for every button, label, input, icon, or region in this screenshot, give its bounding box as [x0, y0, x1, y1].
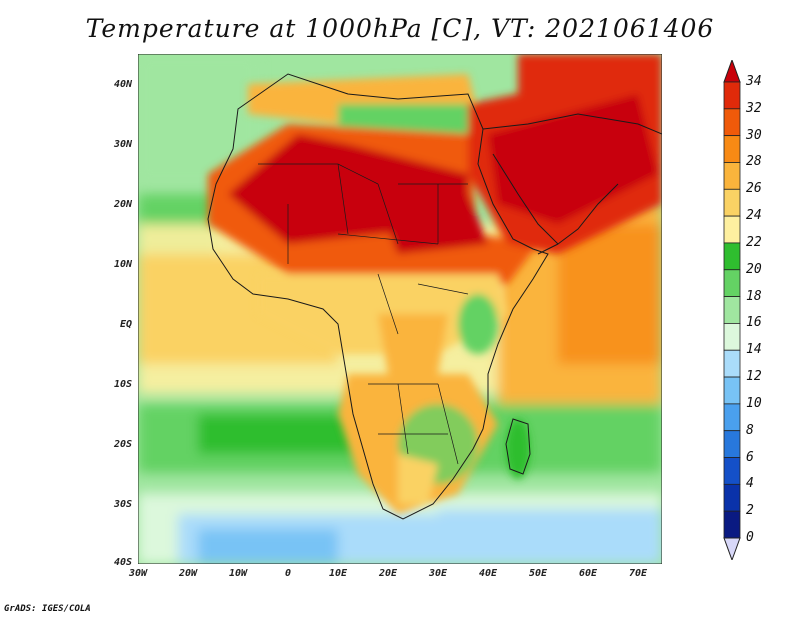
- lat-label-10s: 10S: [113, 379, 132, 390]
- colorbar-tick-label: 30: [746, 127, 762, 143]
- colorbar-segment: [723, 403, 741, 432]
- lon-label-0: 0: [284, 568, 292, 579]
- colorbar-bottom-triangle: [723, 537, 741, 560]
- lat-label-20s: 20S: [113, 439, 132, 450]
- colorbar-segment: [723, 269, 741, 297]
- lon-label-10w: 10W: [228, 568, 248, 579]
- colorbar-tick-label: 34: [746, 74, 762, 89]
- lon-label-30e: 30E: [428, 568, 448, 579]
- lon-label-40e: 40E: [478, 568, 498, 579]
- colorbar-tick-label: 6: [746, 449, 754, 465]
- colorbar-segment: [723, 162, 741, 190]
- colorbar-segment: [723, 323, 741, 351]
- colorbar-top-triangle: [723, 60, 741, 83]
- colorbar-tick-label: 14: [746, 342, 762, 358]
- lat-label-40s: 40S: [113, 557, 132, 568]
- colorbar-segment: [723, 108, 741, 137]
- colorbar-tick-label: 32: [746, 100, 762, 116]
- colorbar-segment: [723, 483, 741, 512]
- colorbar-segment: [723, 457, 741, 485]
- lon-label-20w: 20W: [178, 568, 198, 579]
- colorbar-tick-label: 16: [746, 315, 762, 331]
- colorbar-tick-label: 8: [746, 422, 754, 438]
- colorbar-tick-label: 26: [746, 181, 762, 197]
- temperature-map: [138, 54, 662, 564]
- colorbar-segment: [723, 430, 741, 458]
- colorbar-tick-label: 18: [746, 288, 762, 304]
- colorbar-segment: [723, 510, 741, 539]
- lon-label-30w: 30W: [128, 568, 148, 579]
- colorbar-tick-label: 22: [746, 234, 762, 250]
- lon-label-50e: 50E: [528, 568, 548, 579]
- colorbar-segment: [723, 215, 741, 244]
- lat-label-20n: 20N: [113, 199, 132, 210]
- lat-label-30n: 30N: [113, 139, 132, 150]
- lon-label-10e: 10E: [328, 568, 348, 579]
- colorbar-tick-label: 4: [746, 476, 754, 492]
- colorbar-segment: [723, 242, 741, 271]
- colorbar-segment: [723, 376, 741, 405]
- colorbar-segment: [723, 81, 741, 110]
- colorbar-tick-label: 10: [746, 395, 762, 411]
- colorbar-tick-label: 12: [746, 369, 762, 385]
- colorbar-segment: [723, 135, 741, 163]
- lat-label-40n: 40N: [113, 79, 132, 90]
- lon-label-20e: 20E: [378, 568, 398, 579]
- lat-label-30s: 30S: [113, 499, 132, 510]
- arabia-coastline: [482, 113, 662, 255]
- colorbar-segment: [723, 296, 741, 324]
- colorbar-segment: [723, 188, 741, 217]
- lat-label-10n: 10N: [113, 259, 132, 270]
- colorbar-tick-label: 0: [746, 530, 754, 545]
- madagascar-coastline: [505, 418, 531, 475]
- lat-label-eq: EQ: [119, 319, 132, 330]
- colorbar: [723, 60, 741, 560]
- colorbar-tick-label: 24: [746, 208, 762, 224]
- colorbar-tick-label: 28: [746, 154, 762, 170]
- lon-label-70e: 70E: [628, 568, 648, 579]
- grads-credit: GrADS: IGES/COLA: [4, 604, 91, 614]
- colorbar-tick-label: 20: [746, 261, 762, 277]
- map-title: Temperature at 1000hPa [C], VT: 20210614…: [85, 14, 715, 43]
- borders: [258, 163, 469, 465]
- colorbar-segment: [723, 349, 741, 378]
- colorbar-tick-label: 2: [746, 503, 754, 519]
- africa-coastline: [207, 73, 549, 520]
- lon-label-60e: 60E: [578, 568, 598, 579]
